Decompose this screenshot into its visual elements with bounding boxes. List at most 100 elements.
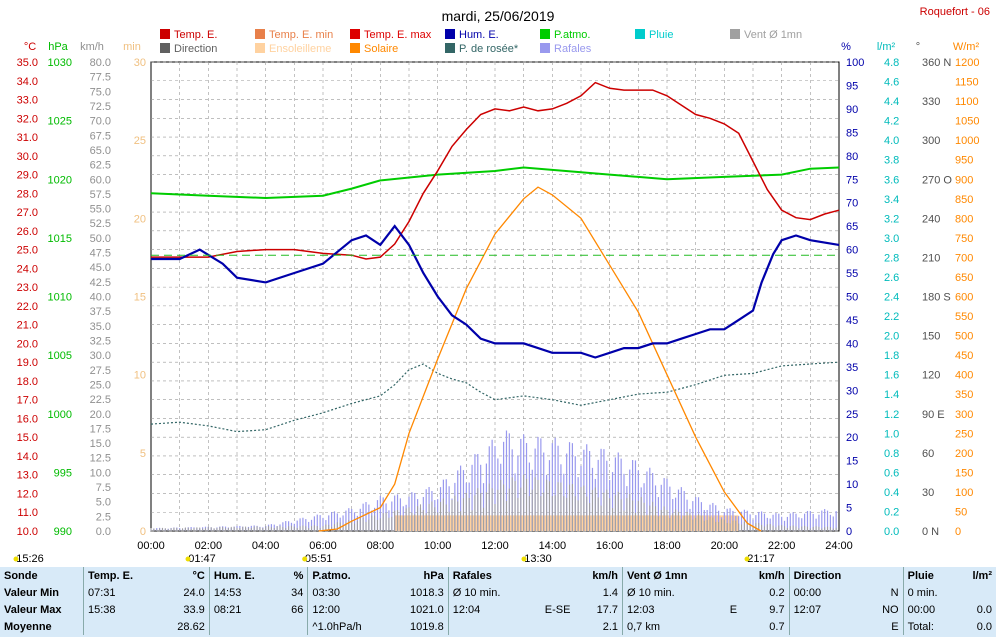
temp-tick-label: 34.0 xyxy=(17,76,38,88)
avg-rain-total-label: Total: xyxy=(902,618,958,635)
legend-swatch xyxy=(730,29,740,39)
wind-tick-label: 5.0 xyxy=(96,497,111,509)
temp-tick-label: 12.0 xyxy=(17,488,38,500)
max-wind-direction: E xyxy=(729,603,738,616)
temp-tick-label: 23.0 xyxy=(17,282,38,294)
wind-tick-label: 80.0 xyxy=(90,57,111,69)
max-dir-value: NO xyxy=(882,603,899,616)
stats-avg-row: Moyenne 28.62 ^1.0hPa/h 1019.8 2.1 0,7 k… xyxy=(0,618,996,635)
legend-swatch xyxy=(445,29,455,39)
legend-label: P. de rosée* xyxy=(459,43,519,55)
temp-tick-label: 27.0 xyxy=(17,207,38,219)
x-tick-label: 14:00 xyxy=(539,540,567,552)
rain-tick-label: 3.8 xyxy=(884,155,899,167)
x-tick-label: 24:00 xyxy=(825,540,853,552)
wind-tick-label: 52.5 xyxy=(90,218,111,230)
rain-tick-label: 4.4 xyxy=(884,96,899,108)
solar-unit: W/m² xyxy=(953,41,980,53)
rain-tick-label: 1.0 xyxy=(884,428,899,440)
max-hum-time: 08:21 xyxy=(208,601,279,618)
temp-tick-label: 19.0 xyxy=(17,357,38,369)
time-marker-label: 21:17 xyxy=(747,553,775,565)
temp-tick-label: 14.0 xyxy=(17,451,38,463)
sun-tick-label: 20 xyxy=(134,213,146,225)
legend-label: P.atmo. xyxy=(554,29,591,41)
sun-marker-icon xyxy=(185,556,191,562)
legend-label: Rafales xyxy=(554,43,592,55)
wind-bars xyxy=(150,430,837,531)
press-tick-label: 1025 xyxy=(48,116,72,128)
stats-max-row: Valeur Max 15:38 33.9 08:21 66 12:00 102… xyxy=(0,601,996,618)
solar-tick-label: 400 xyxy=(955,370,973,382)
avg-press-value: 1019.8 xyxy=(410,620,444,633)
chart-title: mardi, 25/06/2019 xyxy=(442,8,555,24)
hum-tick-label: 60 xyxy=(846,245,858,257)
min-press-value: 1018.3 xyxy=(410,586,444,599)
series-p-de-ros-e- xyxy=(150,361,840,433)
press-tick-label: 1020 xyxy=(48,174,72,186)
rain-tick-label: 4.6 xyxy=(884,77,899,89)
temp-tick-label: 21.0 xyxy=(17,320,38,332)
legend-swatch xyxy=(635,29,645,39)
wind-tick-label: 2.5 xyxy=(96,511,111,523)
rain-tick-label: 2.4 xyxy=(884,292,899,304)
x-tick-label: 02:00 xyxy=(195,540,223,552)
hum-tick-label: 30 xyxy=(846,385,858,397)
hum-tick-label: 35 xyxy=(846,362,858,374)
wind-tick-label: 60.0 xyxy=(90,174,111,186)
solar-tick-label: 450 xyxy=(955,350,973,362)
dir-tick-label: 0 N xyxy=(922,526,939,538)
wind-tick-label: 70.0 xyxy=(90,116,111,128)
max-rain-time: 00:00 xyxy=(902,601,958,618)
wind-tick-label: 35.0 xyxy=(90,321,111,333)
legend-label: Direction xyxy=(174,43,217,55)
rain-tick-label: 2.0 xyxy=(884,331,899,343)
hdr-temp-unit: °C xyxy=(192,569,205,582)
series-hum-e- xyxy=(151,224,840,359)
wind-tick-label: 7.5 xyxy=(96,482,111,494)
max-wind-value: 9.7 xyxy=(769,603,785,616)
dir-tick-label: 210 xyxy=(922,252,940,264)
wind-tick-label: 75.0 xyxy=(90,86,111,98)
rain-tick-label: 2.6 xyxy=(884,272,899,284)
wind-tick-label: 37.5 xyxy=(90,306,111,318)
max-wind-time: 12:03 xyxy=(622,601,720,618)
temp-tick-label: 32.0 xyxy=(17,113,38,125)
x-tick-label: 04:00 xyxy=(252,540,280,552)
temp-tick-label: 16.0 xyxy=(17,413,38,425)
solar-tick-label: 300 xyxy=(955,409,973,421)
legend-label: Temp. E. xyxy=(174,29,217,41)
solar-tick-label: 150 xyxy=(955,467,973,479)
rain-unit: l/m² xyxy=(877,41,896,53)
legend-swatch xyxy=(350,29,360,39)
sun-tick-label: 25 xyxy=(134,135,146,147)
wind-tick-label: 62.5 xyxy=(90,160,111,172)
series-p-atmo- xyxy=(150,166,840,200)
solar-tick-label: 600 xyxy=(955,292,973,304)
rain-tick-label: 0.6 xyxy=(884,467,899,479)
hdr-press-unit: hPa xyxy=(423,569,444,582)
avg-dir-value: E xyxy=(891,620,899,633)
series-lines xyxy=(150,81,840,532)
max-label: Valeur Max xyxy=(4,603,62,616)
legend-swatch xyxy=(540,43,550,53)
wind-tick-label: 20.0 xyxy=(90,409,111,421)
temp-tick-label: 13.0 xyxy=(17,470,38,482)
sun-tick-label: 30 xyxy=(134,57,146,69)
press-unit: hPa xyxy=(48,41,68,53)
rain-tick-label: 0.4 xyxy=(884,487,899,499)
solar-tick-label: 0 xyxy=(955,526,961,538)
hdr-gust: Rafales xyxy=(447,567,528,584)
dir-unit: ° xyxy=(916,41,920,53)
wind-tick-label: 47.5 xyxy=(90,248,111,260)
hum-tick-label: 70 xyxy=(846,198,858,210)
wind-tick-label: 15.0 xyxy=(90,438,111,450)
legend-label: Pluie xyxy=(649,29,673,41)
max-press-value: 1021.0 xyxy=(410,603,444,616)
dir-tick-label: 300 xyxy=(922,135,940,147)
rain-tick-label: 0.2 xyxy=(884,506,899,518)
avg-gust-value: 2.1 xyxy=(602,620,618,633)
dir-tick-label: 180 S xyxy=(922,292,951,304)
avg-wind-distance: 0,7 km xyxy=(622,618,720,635)
solar-tick-label: 750 xyxy=(955,233,973,245)
